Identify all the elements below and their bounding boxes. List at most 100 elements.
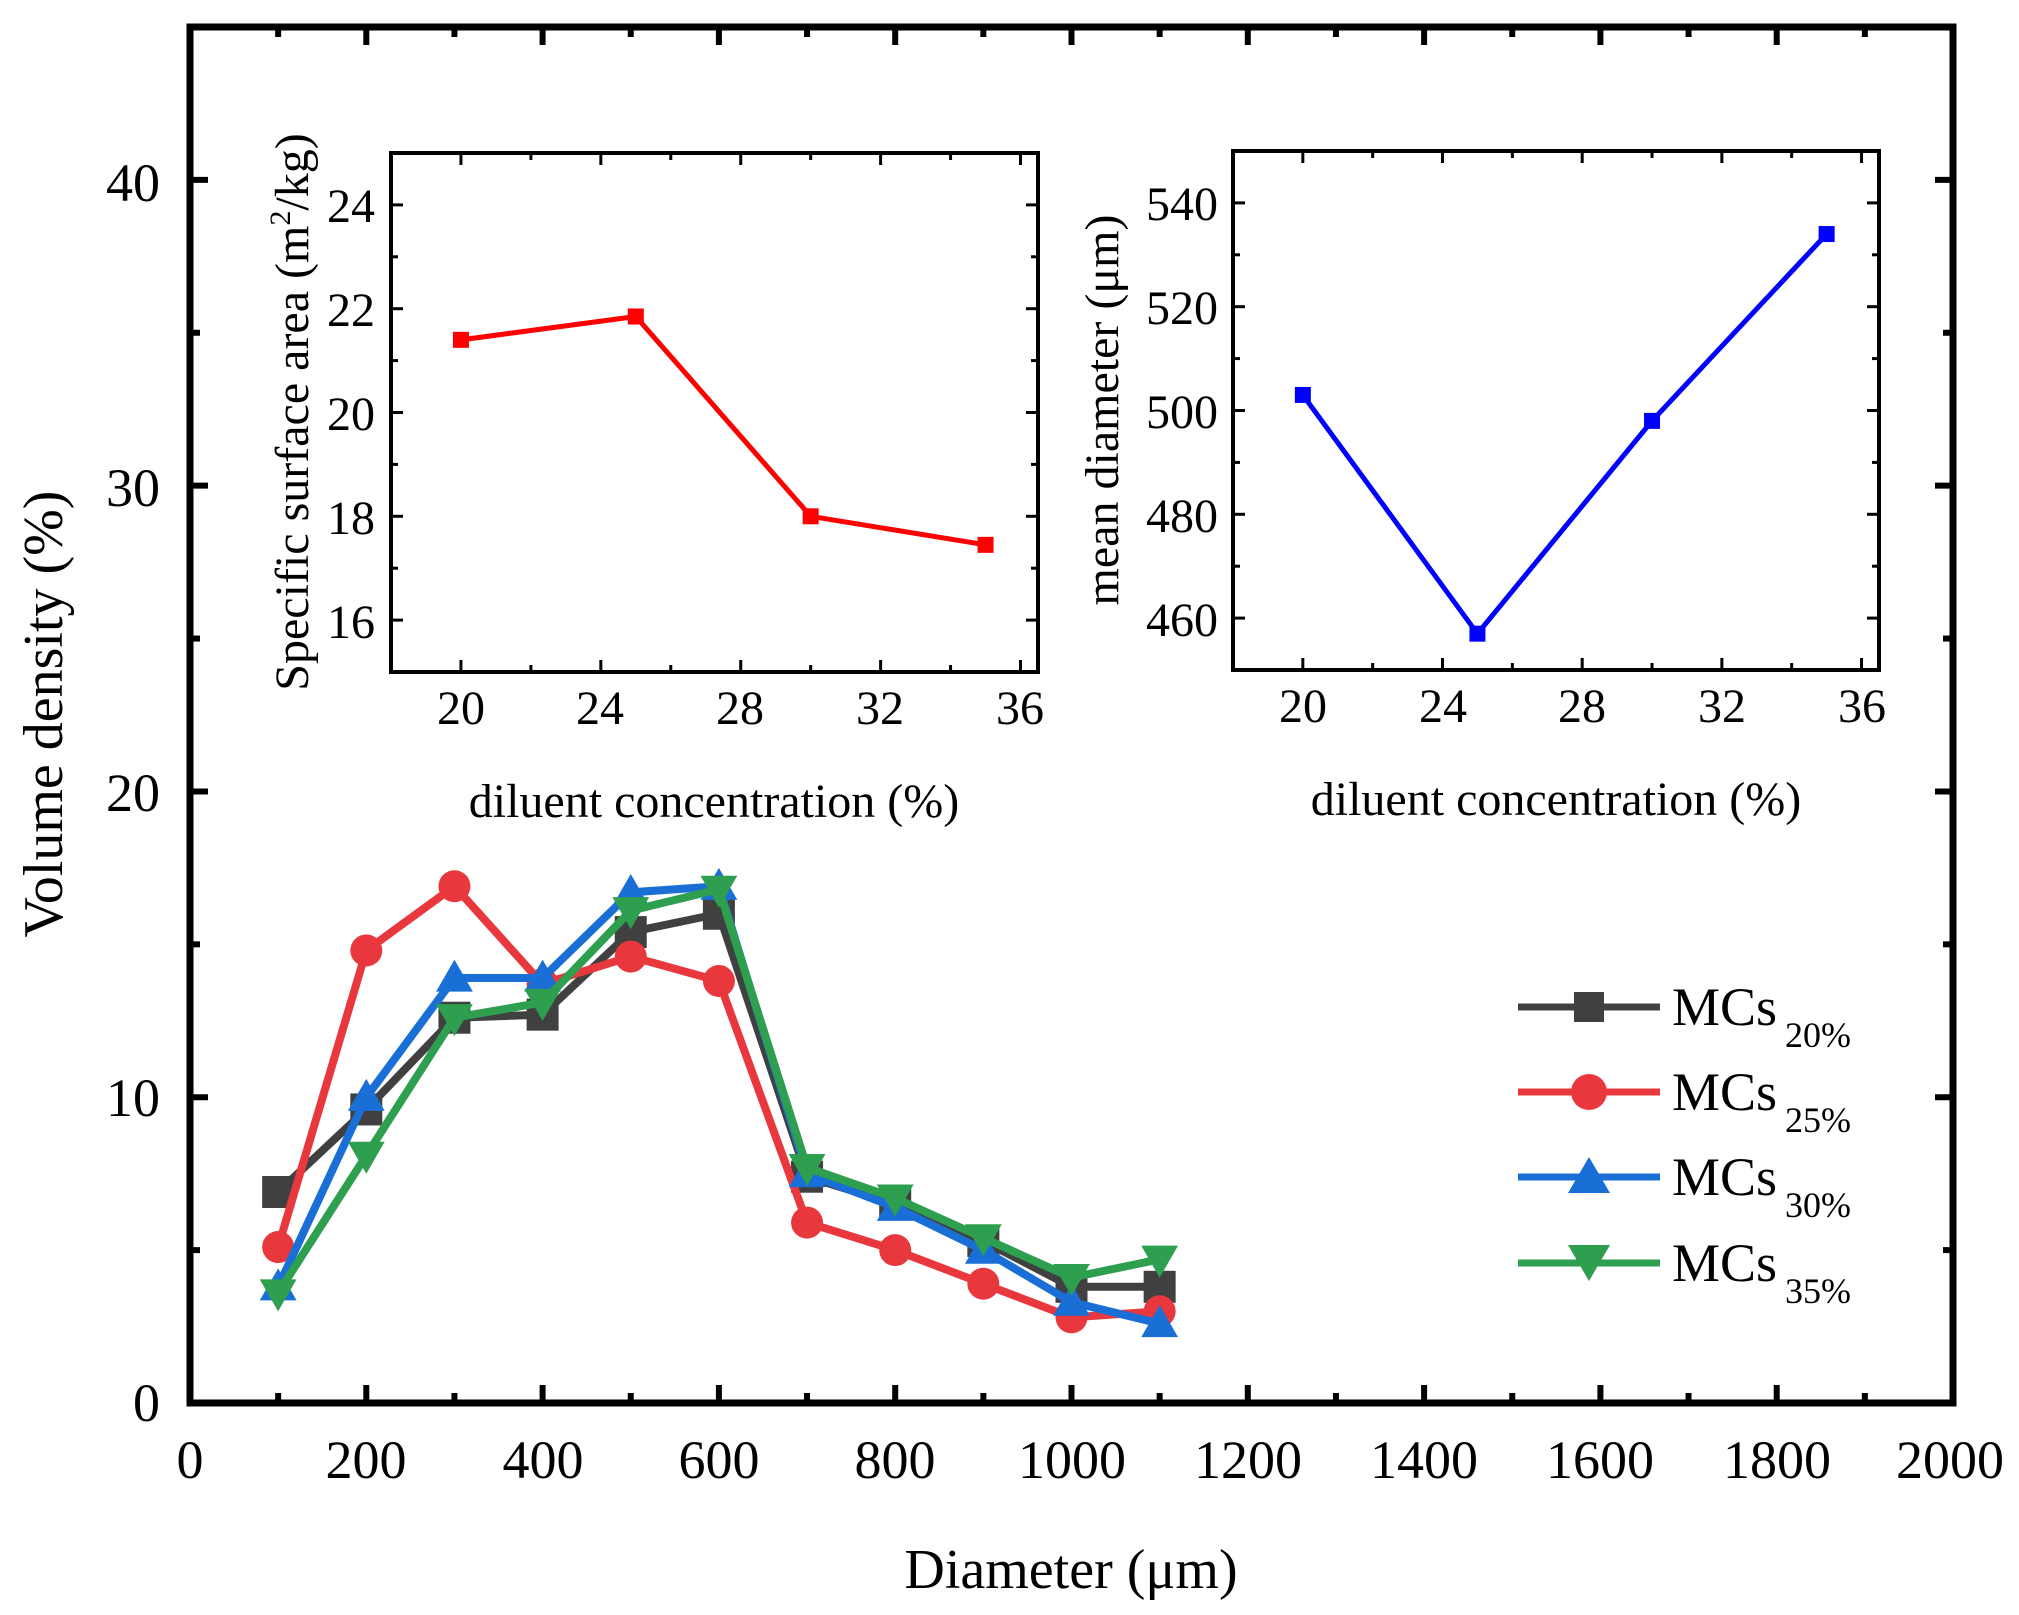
main-series-25-point xyxy=(262,1231,295,1264)
inset-left-x-tick-label: 20 xyxy=(437,682,485,735)
legend-item-mcs-35: MCs 35% xyxy=(1518,1233,1851,1311)
main-y-tick-label: 40 xyxy=(106,153,160,213)
inset-left-x-axis-title: diluent concentration (%) xyxy=(469,775,959,828)
inset-right-y-tick-label: 460 xyxy=(1146,594,1218,647)
main-x-tick-label: 1400 xyxy=(1370,1430,1478,1490)
main-x-tick-label: 400 xyxy=(503,1430,584,1490)
inset-left-y-title-main: Specific surface area (m xyxy=(266,226,319,691)
legend-name: MCs xyxy=(1672,977,1777,1037)
main-series-30-point xyxy=(524,959,561,992)
legend-item-mcs-20: MCs 20% xyxy=(1518,977,1851,1055)
main-series-25-point xyxy=(350,934,383,967)
inset-right-series-0-point xyxy=(1644,412,1661,429)
main-series-30-point xyxy=(1053,1283,1090,1316)
inset-left-y-tick-label: 20 xyxy=(327,388,375,441)
main-series-35-point xyxy=(964,1224,1002,1257)
inset-left-series-0-line xyxy=(460,313,986,548)
main-series-35-point xyxy=(347,1141,385,1174)
main-series-35-point xyxy=(259,1279,297,1312)
main-series-30-point xyxy=(347,1078,385,1111)
inset-left-series-0-point xyxy=(977,536,994,553)
main-series-group xyxy=(259,867,1179,1338)
inset-right-y-tick-label: 520 xyxy=(1146,282,1218,335)
main-x-tick-label: 2000 xyxy=(1896,1430,2004,1490)
main-series-25-point xyxy=(967,1267,1000,1300)
main-series-35-point xyxy=(524,988,561,1021)
main-y-tick-label: 20 xyxy=(106,763,160,823)
main-series-25-point xyxy=(791,1206,824,1239)
inset-left-series-0-point xyxy=(802,508,819,525)
inset-right-series-0-line xyxy=(1300,232,1829,637)
main-series-35-point xyxy=(700,875,738,908)
main-series-35-point xyxy=(612,897,650,930)
main-x-tick-label: 1800 xyxy=(1723,1430,1831,1490)
inset-right-x-axis-title: diluent concentration (%) xyxy=(1311,773,1801,826)
main-series-25-point xyxy=(614,940,647,973)
main-x-tick-labels: 0 200 400 600 800 1000 1200 1400 1600 18… xyxy=(177,1430,2005,1490)
legend-label-mcs-35: MCs 35% xyxy=(1672,1233,1851,1311)
main-x-tick-label: 800 xyxy=(855,1430,936,1490)
inset-left-y-tick-label: 18 xyxy=(327,492,375,545)
inset-right-y-tick-label: 500 xyxy=(1146,386,1218,439)
legend-subscript: 25% xyxy=(1785,1100,1851,1140)
legend-marker-square xyxy=(1574,992,1604,1022)
main-axis-ticks xyxy=(187,27,1956,1406)
inset-left-y-title-tail: /kg) xyxy=(266,133,319,210)
inset-right-series-0-point xyxy=(1818,226,1835,243)
main-x-tick-label: 600 xyxy=(679,1430,760,1490)
inset-left-axis-ticks xyxy=(391,153,1038,672)
legend-subscript: 35% xyxy=(1785,1271,1851,1311)
inset-left-x-tick-labels: 20 24 28 32 36 xyxy=(437,682,1044,735)
main-y-tick-label: 0 xyxy=(133,1373,160,1433)
legend-label-mcs-20: MCs 20% xyxy=(1672,977,1851,1055)
inset-right-y-axis-title: mean diameter (μm) xyxy=(1076,215,1129,606)
inset-left-series-0-point xyxy=(627,308,644,325)
main-y-tick-label: 10 xyxy=(106,1068,160,1128)
main-series-25-point xyxy=(438,870,471,903)
inset-right-axis-ticks xyxy=(1233,151,1879,670)
inset-left-y-tick-label: 22 xyxy=(327,284,375,337)
inset-right-series-group xyxy=(1294,226,1835,642)
main-series-25-point xyxy=(879,1234,912,1267)
main-series-35-line xyxy=(274,885,1161,1296)
main-x-tick-label: 1000 xyxy=(1018,1430,1126,1490)
inset-left-y-tick-label: 16 xyxy=(327,596,375,649)
inset-left-frame xyxy=(389,151,1040,674)
inset-left-y-tick-labels: 16 18 20 22 24 xyxy=(327,180,375,649)
inset-right-series-0-point xyxy=(1294,386,1311,403)
legend-label-mcs-30: MCs 30% xyxy=(1672,1147,1851,1225)
main-y-tick-label: 30 xyxy=(106,458,160,518)
inset-right-frame xyxy=(1231,149,1881,672)
inset-left-x-tick-label: 36 xyxy=(996,682,1044,735)
main-series-30-point xyxy=(1141,1305,1179,1338)
inset-right-series-0-point xyxy=(1469,625,1486,642)
main-x-tick-label: 0 xyxy=(177,1430,204,1490)
inset-right-y-tick-label: 480 xyxy=(1146,490,1218,543)
main-series-35-point xyxy=(876,1184,914,1217)
inset-right-x-tick-label: 32 xyxy=(1698,680,1746,733)
inset-left-x-tick-label: 24 xyxy=(576,682,624,735)
inset-left-series-0-point xyxy=(452,331,469,348)
legend-label-mcs-25: MCs 25% xyxy=(1672,1062,1851,1140)
legend-item-mcs-30: MCs 30% xyxy=(1518,1147,1851,1225)
main-x-tick-label: 1600 xyxy=(1546,1430,1654,1490)
inset-left-y-title-sup: 2 xyxy=(264,211,297,226)
legend-subscript: 30% xyxy=(1785,1185,1851,1225)
inset-left-y-tick-label: 24 xyxy=(327,180,375,233)
inset-left-series-group xyxy=(452,308,994,553)
main-series-35-point xyxy=(1053,1264,1090,1297)
inset-right-y-tick-labels: 460 480 500 520 540 xyxy=(1146,178,1218,647)
main-x-axis-title: Diameter (μm) xyxy=(904,1539,1237,1601)
inset-right-x-tick-label: 24 xyxy=(1419,680,1467,733)
main-series-35-point xyxy=(788,1153,826,1186)
main-y-axis-title: Volume density (%) xyxy=(13,491,75,938)
inset-left-x-tick-label: 32 xyxy=(856,682,904,735)
inset-right-x-tick-label: 36 xyxy=(1838,680,1886,733)
inset-right-y-tick-label: 540 xyxy=(1146,178,1218,231)
main-series-25-point xyxy=(702,965,735,998)
legend-name: MCs xyxy=(1672,1147,1777,1207)
inset-right-x-tick-labels: 20 24 28 32 36 xyxy=(1279,680,1886,733)
legend-subscript: 20% xyxy=(1785,1015,1851,1055)
legend-marker-circle xyxy=(1571,1074,1607,1110)
